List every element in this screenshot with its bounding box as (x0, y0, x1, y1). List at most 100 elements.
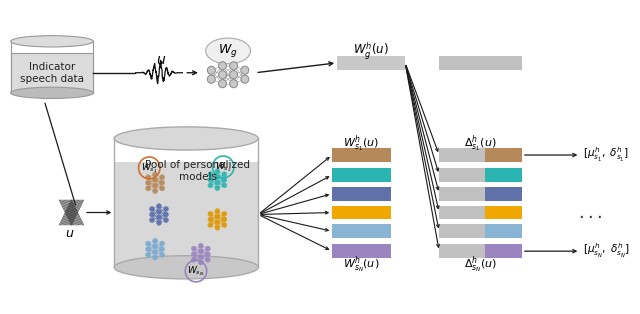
Bar (484, 187, 522, 201)
Circle shape (222, 172, 227, 177)
Bar (332, 244, 390, 258)
Circle shape (146, 186, 150, 191)
Bar (439, 168, 484, 182)
Circle shape (205, 246, 211, 251)
Circle shape (152, 177, 157, 182)
Text: $W_g$: $W_g$ (218, 42, 238, 59)
Circle shape (146, 175, 150, 180)
Bar (439, 148, 484, 162)
Circle shape (215, 214, 220, 219)
Bar (439, 244, 484, 258)
Ellipse shape (11, 36, 93, 47)
Circle shape (215, 180, 220, 185)
Text: $...$: $...$ (578, 203, 602, 221)
Circle shape (163, 206, 168, 211)
Text: $W_{s_N}$: $W_{s_N}$ (188, 264, 205, 278)
Text: $W_{s_1}$: $W_{s_1}$ (141, 161, 157, 175)
Bar (484, 225, 522, 238)
Circle shape (152, 172, 157, 177)
Circle shape (150, 206, 154, 211)
Text: $W_g^h(u)$: $W_g^h(u)$ (353, 40, 389, 62)
Circle shape (208, 217, 213, 222)
Circle shape (152, 244, 157, 249)
Bar (332, 206, 390, 219)
Text: $[\mu_{s_N}^h,\ \delta_{s_N}^h]$: $[\mu_{s_N}^h,\ \delta_{s_N}^h]$ (583, 242, 630, 260)
Bar (11, 53, 93, 93)
Circle shape (152, 183, 157, 188)
Circle shape (241, 66, 249, 74)
Circle shape (198, 254, 204, 259)
Ellipse shape (115, 127, 258, 150)
Bar (484, 148, 522, 162)
Circle shape (207, 75, 215, 83)
Circle shape (198, 249, 204, 254)
Circle shape (152, 255, 157, 260)
Bar (484, 244, 522, 258)
Text: $W_{s_2}$: $W_{s_2}$ (215, 160, 232, 174)
Circle shape (157, 203, 161, 209)
Circle shape (159, 241, 164, 246)
Circle shape (146, 252, 150, 257)
Circle shape (152, 249, 157, 254)
Circle shape (191, 257, 196, 262)
Bar (484, 168, 522, 182)
Circle shape (191, 246, 196, 251)
Circle shape (150, 218, 154, 223)
Circle shape (215, 186, 220, 191)
Text: Pool of personalized
models: Pool of personalized models (145, 160, 250, 182)
Circle shape (146, 246, 150, 252)
Text: $\Delta_{s_1}^h(u)$: $\Delta_{s_1}^h(u)$ (464, 133, 497, 154)
Circle shape (159, 180, 164, 185)
Text: $u$: $u$ (156, 53, 166, 67)
Circle shape (222, 177, 227, 182)
Circle shape (159, 186, 164, 191)
Circle shape (218, 71, 227, 79)
Bar (332, 148, 390, 162)
Circle shape (157, 220, 161, 225)
Bar (332, 168, 390, 182)
Bar (439, 206, 484, 219)
Circle shape (215, 175, 220, 180)
Circle shape (241, 75, 249, 83)
Ellipse shape (11, 87, 93, 99)
Circle shape (230, 80, 237, 88)
Circle shape (198, 243, 204, 248)
Circle shape (207, 66, 215, 74)
Ellipse shape (205, 38, 250, 64)
Circle shape (230, 71, 237, 79)
Circle shape (191, 252, 196, 257)
Circle shape (208, 172, 213, 177)
Circle shape (157, 209, 161, 214)
Circle shape (218, 80, 227, 88)
Circle shape (159, 175, 164, 180)
Circle shape (198, 260, 204, 265)
Circle shape (159, 246, 164, 252)
Circle shape (163, 212, 168, 217)
Text: $\Delta_{s_N}^h(u)$: $\Delta_{s_N}^h(u)$ (464, 255, 497, 275)
Text: $u$: $u$ (65, 227, 74, 240)
Bar (439, 56, 522, 70)
Circle shape (208, 211, 213, 216)
Circle shape (230, 62, 237, 70)
Circle shape (205, 252, 211, 257)
Circle shape (205, 257, 211, 262)
Circle shape (208, 183, 213, 188)
Bar (332, 187, 390, 201)
Bar (337, 56, 405, 70)
Circle shape (215, 225, 220, 230)
Circle shape (208, 177, 213, 182)
Circle shape (157, 215, 161, 220)
Circle shape (152, 189, 157, 194)
Ellipse shape (115, 256, 258, 279)
Circle shape (215, 208, 220, 214)
Circle shape (222, 211, 227, 216)
Bar (439, 187, 484, 201)
Circle shape (146, 241, 150, 246)
Text: Indicator
speech data: Indicator speech data (20, 62, 84, 84)
Circle shape (222, 183, 227, 188)
Bar (115, 162, 258, 267)
Circle shape (146, 180, 150, 185)
Text: $W_{s_N}^h(u)$: $W_{s_N}^h(u)$ (343, 255, 380, 275)
Bar (332, 225, 390, 238)
Text: $[\mu_{s_1}^h,\ \delta_{s_1}^h]$: $[\mu_{s_1}^h,\ \delta_{s_1}^h]$ (583, 146, 629, 164)
